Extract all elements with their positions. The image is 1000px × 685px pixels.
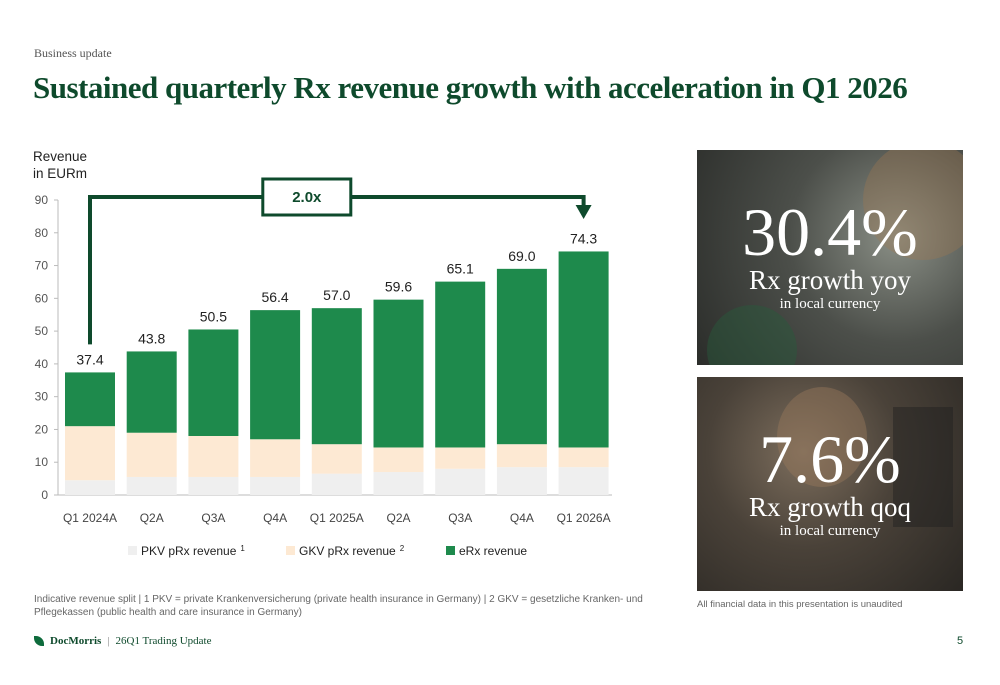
legend-label: PKV pRx revenue 1 [141, 544, 245, 558]
kpi-card-qoq: 7.6% Rx growth qoq in local currency [697, 377, 963, 591]
bar-segment-pkv [373, 472, 424, 495]
bar-segment-pkv [435, 468, 486, 495]
page-title: Sustained quarterly Rx revenue growth wi… [33, 70, 908, 105]
bar-segment-erx [250, 310, 301, 440]
bar-segment-pkv [65, 480, 115, 495]
bar-segment-erx [188, 329, 239, 436]
bar-segment-gkv [373, 447, 424, 473]
bar-total-label: 56.4 [261, 289, 288, 305]
legend-label: eRx revenue [459, 544, 527, 558]
y-axis-label: Revenue [33, 149, 87, 164]
footer: DocMorris | 26Q1 Trading Update [34, 635, 211, 647]
legend-swatch [128, 546, 137, 555]
bar-total-label: 65.1 [447, 261, 474, 277]
x-tick-label: Q1 2026A [557, 511, 611, 525]
bar-segment-pkv [558, 467, 609, 495]
y-tick-label: 90 [35, 193, 49, 207]
legend-swatch [286, 546, 295, 555]
x-tick-label: Q3A [201, 511, 225, 525]
bar-total-label: 69.0 [508, 248, 535, 264]
y-tick-label: 30 [35, 390, 49, 404]
bar-total-label: 37.4 [76, 351, 103, 367]
bar-segment-gkv [126, 432, 177, 477]
x-tick-label: Q4A [263, 511, 287, 525]
bar-segment-erx [373, 299, 424, 448]
bar-total-label: 74.3 [570, 230, 597, 246]
y-tick-label: 80 [35, 226, 49, 240]
unaudited-note: All financial data in this presentation … [697, 599, 903, 610]
leaf-logo-icon [34, 636, 44, 646]
kpi-value: 7.6% [759, 421, 901, 497]
y-tick-label: 0 [41, 488, 48, 502]
growth-multiplier-box [261, 177, 353, 217]
kpi-sublabel: in local currency [779, 295, 881, 312]
footnote: Indicative revenue split | 1 PKV = priva… [34, 594, 643, 618]
page-number: 5 [957, 635, 964, 647]
y-tick-label: 50 [35, 324, 49, 338]
document-title: 26Q1 Trading Update [115, 635, 212, 647]
bar-segment-erx [65, 372, 115, 427]
bar-segment-gkv [188, 436, 239, 477]
bar-segment-pkv [496, 467, 547, 495]
x-tick-label: Q1 2024A [63, 511, 117, 525]
x-tick-label: Q1 2025A [310, 511, 364, 525]
x-tick-label: Q2A [386, 511, 410, 525]
bar-total-label: 59.6 [385, 279, 412, 295]
bar-segment-gkv [558, 447, 609, 468]
x-tick-label: Q4A [510, 511, 534, 525]
bar-segment-erx [435, 281, 486, 448]
kpi-label: Rx growth qoq [749, 492, 911, 522]
bar-segment-gkv [311, 444, 362, 474]
footer-separator: | [107, 635, 110, 647]
bar-total-label: 43.8 [138, 330, 165, 346]
bar-total-label: 57.0 [323, 287, 350, 303]
legend-label: GKV pRx revenue 2 [299, 544, 405, 558]
bar-segment-erx [558, 251, 609, 448]
bar-segment-pkv [126, 476, 177, 495]
y-tick-label: 10 [35, 455, 49, 469]
y-tick-label: 40 [35, 357, 49, 371]
brand-name: DocMorris [50, 635, 102, 647]
bar-total-label: 50.5 [200, 308, 227, 324]
bar-segment-gkv [65, 426, 115, 481]
kpi-card-yoy: 30.4% Rx growth yoy in local currency [697, 150, 963, 365]
revenue-chart: Revenue in EURm 0 10 20 30 40 50 60 70 80 90 37.4 Q1… [33, 149, 612, 558]
bar-segment-gkv [496, 444, 547, 468]
bar-segment-pkv [188, 476, 239, 495]
bar-segment-gkv [435, 447, 486, 469]
y-tick-label: 60 [35, 291, 49, 305]
bar-segment-pkv [311, 473, 362, 495]
x-tick-label: Q2A [140, 511, 164, 525]
y-axis-label-unit: in EURm [33, 166, 87, 181]
bar-segment-pkv [250, 476, 301, 495]
y-tick-label: 70 [35, 259, 49, 273]
bar-segment-erx [496, 268, 547, 445]
legend-swatch [446, 546, 455, 555]
growth-multiplier-label: 2.0x [292, 189, 322, 206]
kpi-value: 30.4% [742, 194, 918, 270]
growth-arrowhead [575, 205, 592, 219]
bar-segment-erx [311, 308, 362, 445]
kpi-label: Rx growth yoy [749, 265, 911, 295]
bar-segment-gkv [250, 439, 301, 477]
y-tick-label: 20 [35, 422, 49, 436]
section-label: Business update [34, 46, 112, 60]
bar-segment-erx [126, 351, 177, 433]
x-tick-label: Q3A [448, 511, 472, 525]
kpi-sublabel: in local currency [779, 522, 881, 539]
